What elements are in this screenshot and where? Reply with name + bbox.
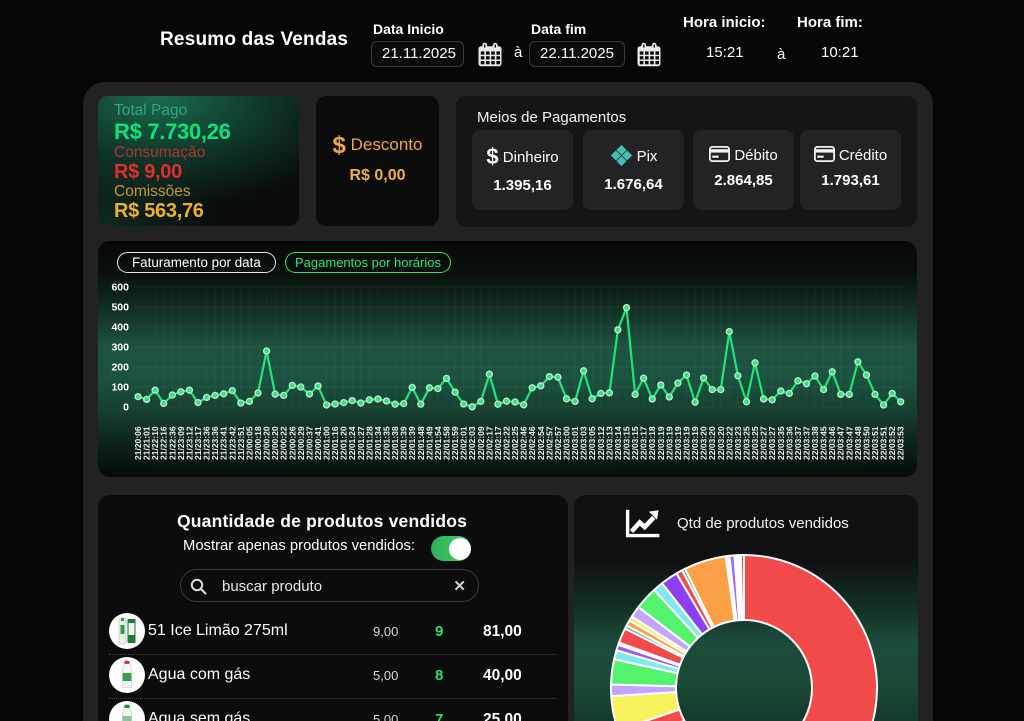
svg-text:22/01:20: 22/01:20 bbox=[339, 426, 349, 460]
svg-text:22/03:38: 22/03:38 bbox=[810, 426, 820, 460]
svg-text:21/23:36: 21/23:36 bbox=[210, 426, 220, 460]
svg-text:22/01:49: 22/01:49 bbox=[424, 426, 434, 460]
svg-text:22/03:05: 22/03:05 bbox=[587, 426, 597, 460]
svg-text:22/01:59: 22/01:59 bbox=[450, 426, 460, 460]
svg-text:22/02:54: 22/02:54 bbox=[536, 426, 546, 460]
svg-text:22/01:39: 22/01:39 bbox=[407, 426, 417, 460]
svg-text:22/03:47: 22/03:47 bbox=[844, 426, 854, 460]
svg-text:22/01:27: 22/01:27 bbox=[356, 426, 366, 460]
svg-text:21/23:51: 21/23:51 bbox=[236, 426, 246, 460]
svg-text:22/03:36: 22/03:36 bbox=[784, 426, 794, 460]
svg-text:22/02:09: 22/02:09 bbox=[476, 426, 486, 460]
svg-text:22/01:54: 22/01:54 bbox=[433, 426, 443, 460]
svg-text:22/03:03: 22/03:03 bbox=[579, 426, 589, 460]
svg-text:22/03:20: 22/03:20 bbox=[707, 426, 717, 460]
svg-text:22/03:35: 22/03:35 bbox=[776, 426, 786, 460]
svg-text:22/01:00: 22/01:00 bbox=[322, 426, 332, 460]
svg-text:22/03:27: 22/03:27 bbox=[759, 426, 769, 460]
svg-text:21/23:09: 21/23:09 bbox=[176, 426, 186, 460]
svg-text:22/02:25: 22/02:25 bbox=[510, 426, 520, 460]
svg-text:22/00:22: 22/00:22 bbox=[279, 426, 289, 460]
svg-text:22/03:19: 22/03:19 bbox=[690, 426, 700, 460]
svg-text:22/03:22: 22/03:22 bbox=[724, 426, 734, 460]
svg-text:22/03:15: 22/03:15 bbox=[630, 426, 640, 460]
svg-text:22/03:19: 22/03:19 bbox=[682, 426, 692, 460]
svg-text:22/02:03: 22/02:03 bbox=[467, 426, 477, 460]
svg-text:22/00:41: 22/00:41 bbox=[313, 426, 323, 460]
svg-text:22/03:19: 22/03:19 bbox=[656, 426, 666, 460]
svg-text:22/03:48: 22/03:48 bbox=[853, 426, 863, 460]
svg-text:22/03:18: 22/03:18 bbox=[647, 426, 657, 460]
svg-text:22/00:05: 22/00:05 bbox=[244, 426, 254, 460]
svg-text:22/02:57: 22/02:57 bbox=[544, 426, 554, 460]
svg-text:100: 100 bbox=[111, 382, 129, 394]
svg-text:22/03:25: 22/03:25 bbox=[750, 426, 760, 460]
svg-text:22/00:37: 22/00:37 bbox=[304, 426, 314, 460]
svg-text:22/01:24: 22/01:24 bbox=[347, 426, 357, 460]
svg-text:0: 0 bbox=[123, 402, 129, 414]
svg-text:22/03:52: 22/03:52 bbox=[887, 426, 897, 460]
svg-text:22/00:20: 22/00:20 bbox=[262, 426, 272, 460]
svg-text:22/03:00: 22/03:00 bbox=[562, 426, 572, 460]
svg-text:21/23:36: 21/23:36 bbox=[202, 426, 212, 460]
svg-text:22/03:23: 22/03:23 bbox=[733, 426, 743, 460]
svg-text:22/02:46: 22/02:46 bbox=[519, 426, 529, 460]
svg-text:21/20:06: 21/20:06 bbox=[133, 426, 143, 460]
svg-text:21/23:42: 21/23:42 bbox=[227, 426, 237, 460]
svg-text:22/02:17: 22/02:17 bbox=[493, 426, 503, 460]
svg-text:22/03:37: 22/03:37 bbox=[802, 426, 812, 460]
svg-text:22/00:29: 22/00:29 bbox=[296, 426, 306, 460]
svg-text:22/03:51: 22/03:51 bbox=[870, 426, 880, 460]
svg-text:22/00:18: 22/00:18 bbox=[253, 426, 263, 460]
svg-text:22/03:17: 22/03:17 bbox=[639, 426, 649, 460]
svg-text:22/03:15: 22/03:15 bbox=[622, 426, 632, 460]
svg-text:22/01:58: 22/01:58 bbox=[442, 426, 452, 460]
svg-text:21/23:12: 21/23:12 bbox=[184, 426, 194, 460]
svg-text:21/23:17: 21/23:17 bbox=[193, 426, 203, 460]
svg-text:22/01:28: 22/01:28 bbox=[364, 426, 374, 460]
svg-text:21/21:01: 21/21:01 bbox=[142, 426, 152, 460]
svg-text:22/03:01: 22/03:01 bbox=[570, 426, 580, 460]
svg-text:22/00:20: 22/00:20 bbox=[270, 426, 280, 460]
svg-text:22/03:20: 22/03:20 bbox=[716, 426, 726, 460]
svg-text:22/03:19: 22/03:19 bbox=[673, 426, 683, 460]
svg-text:22/03:12: 22/03:12 bbox=[596, 426, 606, 460]
svg-text:300: 300 bbox=[111, 342, 129, 354]
svg-text:22/03:47: 22/03:47 bbox=[836, 426, 846, 460]
svg-text:22/02:46: 22/02:46 bbox=[527, 426, 537, 460]
svg-text:200: 200 bbox=[111, 362, 129, 374]
svg-text:22/03:27: 22/03:27 bbox=[767, 426, 777, 460]
svg-text:500: 500 bbox=[111, 302, 129, 314]
svg-text:22/03:53: 22/03:53 bbox=[896, 426, 906, 460]
svg-text:21/22:16: 21/22:16 bbox=[159, 426, 169, 460]
svg-text:22/03:13: 22/03:13 bbox=[604, 426, 614, 460]
svg-text:22/02:01: 22/02:01 bbox=[459, 426, 469, 460]
svg-text:21/23:41: 21/23:41 bbox=[219, 426, 229, 460]
svg-text:600: 600 bbox=[111, 282, 129, 294]
svg-text:22/03:37: 22/03:37 bbox=[793, 426, 803, 460]
svg-text:22/02:17: 22/02:17 bbox=[484, 426, 494, 460]
svg-text:22/03:46: 22/03:46 bbox=[827, 426, 837, 460]
svg-text:22/01:38: 22/01:38 bbox=[390, 426, 400, 460]
svg-text:400: 400 bbox=[111, 322, 129, 334]
svg-text:22/02:57: 22/02:57 bbox=[553, 426, 563, 460]
svg-text:22/03:14: 22/03:14 bbox=[613, 426, 623, 460]
svg-text:21/22:36: 21/22:36 bbox=[167, 426, 177, 460]
svg-text:22/02:22: 22/02:22 bbox=[502, 426, 512, 460]
svg-text:22/03:25: 22/03:25 bbox=[742, 426, 752, 460]
svg-text:21/22:10: 21/22:10 bbox=[150, 426, 160, 460]
svg-text:22/03:51: 22/03:51 bbox=[879, 426, 889, 460]
svg-text:22/01:39: 22/01:39 bbox=[399, 426, 409, 460]
svg-text:22/03:45: 22/03:45 bbox=[819, 426, 829, 460]
svg-text:22/03:20: 22/03:20 bbox=[699, 426, 709, 460]
svg-text:22/01:35: 22/01:35 bbox=[382, 426, 392, 460]
svg-text:22/00:26: 22/00:26 bbox=[287, 426, 297, 460]
svg-text:22/03:19: 22/03:19 bbox=[664, 426, 674, 460]
svg-text:22/01:16: 22/01:16 bbox=[330, 426, 340, 460]
svg-text:22/01:48: 22/01:48 bbox=[416, 426, 426, 460]
svg-text:22/03:50: 22/03:50 bbox=[862, 426, 872, 460]
svg-text:22/01:34: 22/01:34 bbox=[373, 426, 383, 460]
